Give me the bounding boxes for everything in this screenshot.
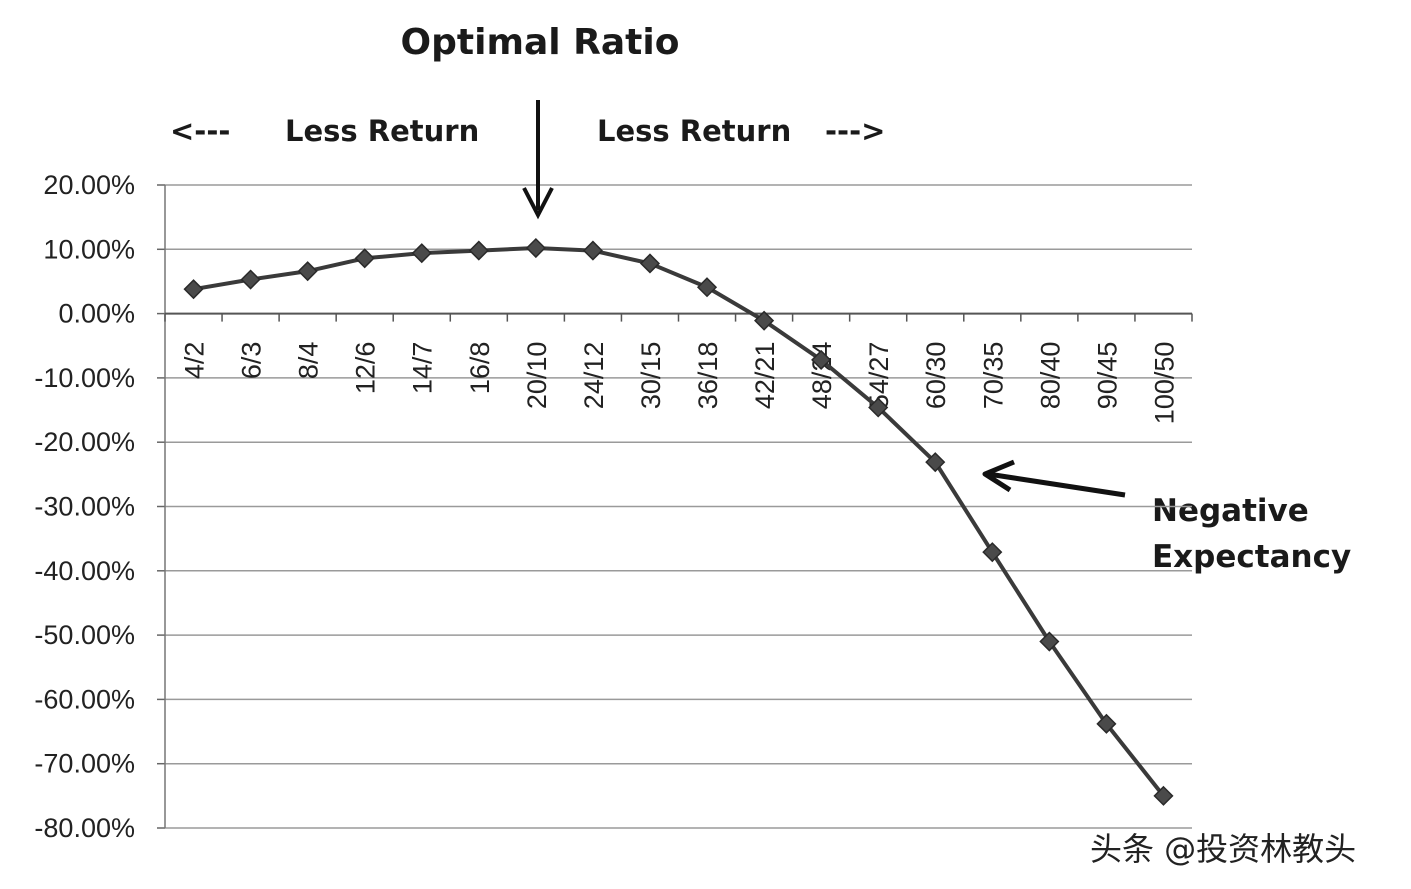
data-point [925,452,946,473]
x-tick-label: 6/3 [237,342,267,380]
less-return-left-label: Less Return [285,114,480,148]
gridlines [165,184,1192,829]
negative-expectancy-arrow-icon [982,459,1126,498]
y-tick-label: -50.00% [34,620,135,650]
x-tick-label: 90/45 [1092,342,1122,410]
x-tick-label: 12/6 [351,342,381,395]
chart-title: Optimal Ratio [400,22,680,63]
less-return-right-label: Less Return [597,114,792,148]
data-point [525,237,546,259]
data-point [297,261,318,282]
data-point [982,542,1003,563]
x-tick-label: 70/35 [978,342,1008,410]
y-tick-label: -80.00% [34,813,135,843]
y-tick-label: -70.00% [34,749,135,779]
x-axis: 4/2 6/3 8/4 12/6 14/7 16/8 20/10 24/12 30/15 36/1… [164,312,1193,425]
x-tick-label: 42/21 [750,342,780,410]
annotation-arrows [522,100,1126,498]
data-point [696,277,718,298]
x-tick-label: 100/50 [1149,342,1179,425]
x-tick-label: 30/15 [636,342,666,410]
watermark: 头条 @投资林教头 [1090,830,1357,868]
data-point [582,240,603,261]
left-dashed-arrow: <--- [170,114,231,148]
x-tick-label: 24/12 [579,342,609,410]
x-tick-label: 36/18 [693,342,723,410]
y-tick-label: 0.00% [58,299,135,329]
y-tick-label: -40.00% [34,556,135,586]
data-point [411,243,432,264]
series-line [183,237,1174,806]
y-axis: 20.00% 10.00% 0.00% -10.00% -20.00% -30.00% -4… [34,170,166,843]
data-point [811,349,832,370]
y-tick-label: 10.00% [43,234,135,264]
negative-expectancy-label: Negative Expectancy [1152,488,1351,580]
negative-expectancy-line2: Expectancy [1152,539,1352,575]
data-point [868,397,889,418]
data-point [1096,713,1117,734]
data-point [1153,785,1174,806]
data-point [354,248,375,269]
data-point [240,269,261,290]
optimal-ratio-arrow-icon [522,100,554,220]
x-tick-label: 80/40 [1035,342,1065,410]
x-tick-label: 8/4 [294,342,324,380]
y-tick-label: -10.00% [34,363,135,393]
negative-expectancy-line1: Negative [1152,493,1309,529]
data-point [754,310,775,331]
series-path [193,246,1166,798]
y-tick-label: -30.00% [34,492,135,522]
y-tick-label: 20.00% [43,170,135,200]
x-tick-label: 14/7 [408,342,438,395]
right-dashed-arrow: ---> [825,114,886,148]
data-point [468,240,489,261]
y-tick-label: -60.00% [34,684,135,714]
y-tick-label: -20.00% [34,427,135,457]
data-point [1039,631,1060,652]
data-point [639,253,661,274]
x-tick-label: 20/10 [522,342,552,410]
data-point [183,279,204,300]
x-tick-label: 60/30 [921,342,951,410]
x-tick-label: 4/2 [180,342,210,380]
x-tick-label: 16/8 [465,342,495,395]
